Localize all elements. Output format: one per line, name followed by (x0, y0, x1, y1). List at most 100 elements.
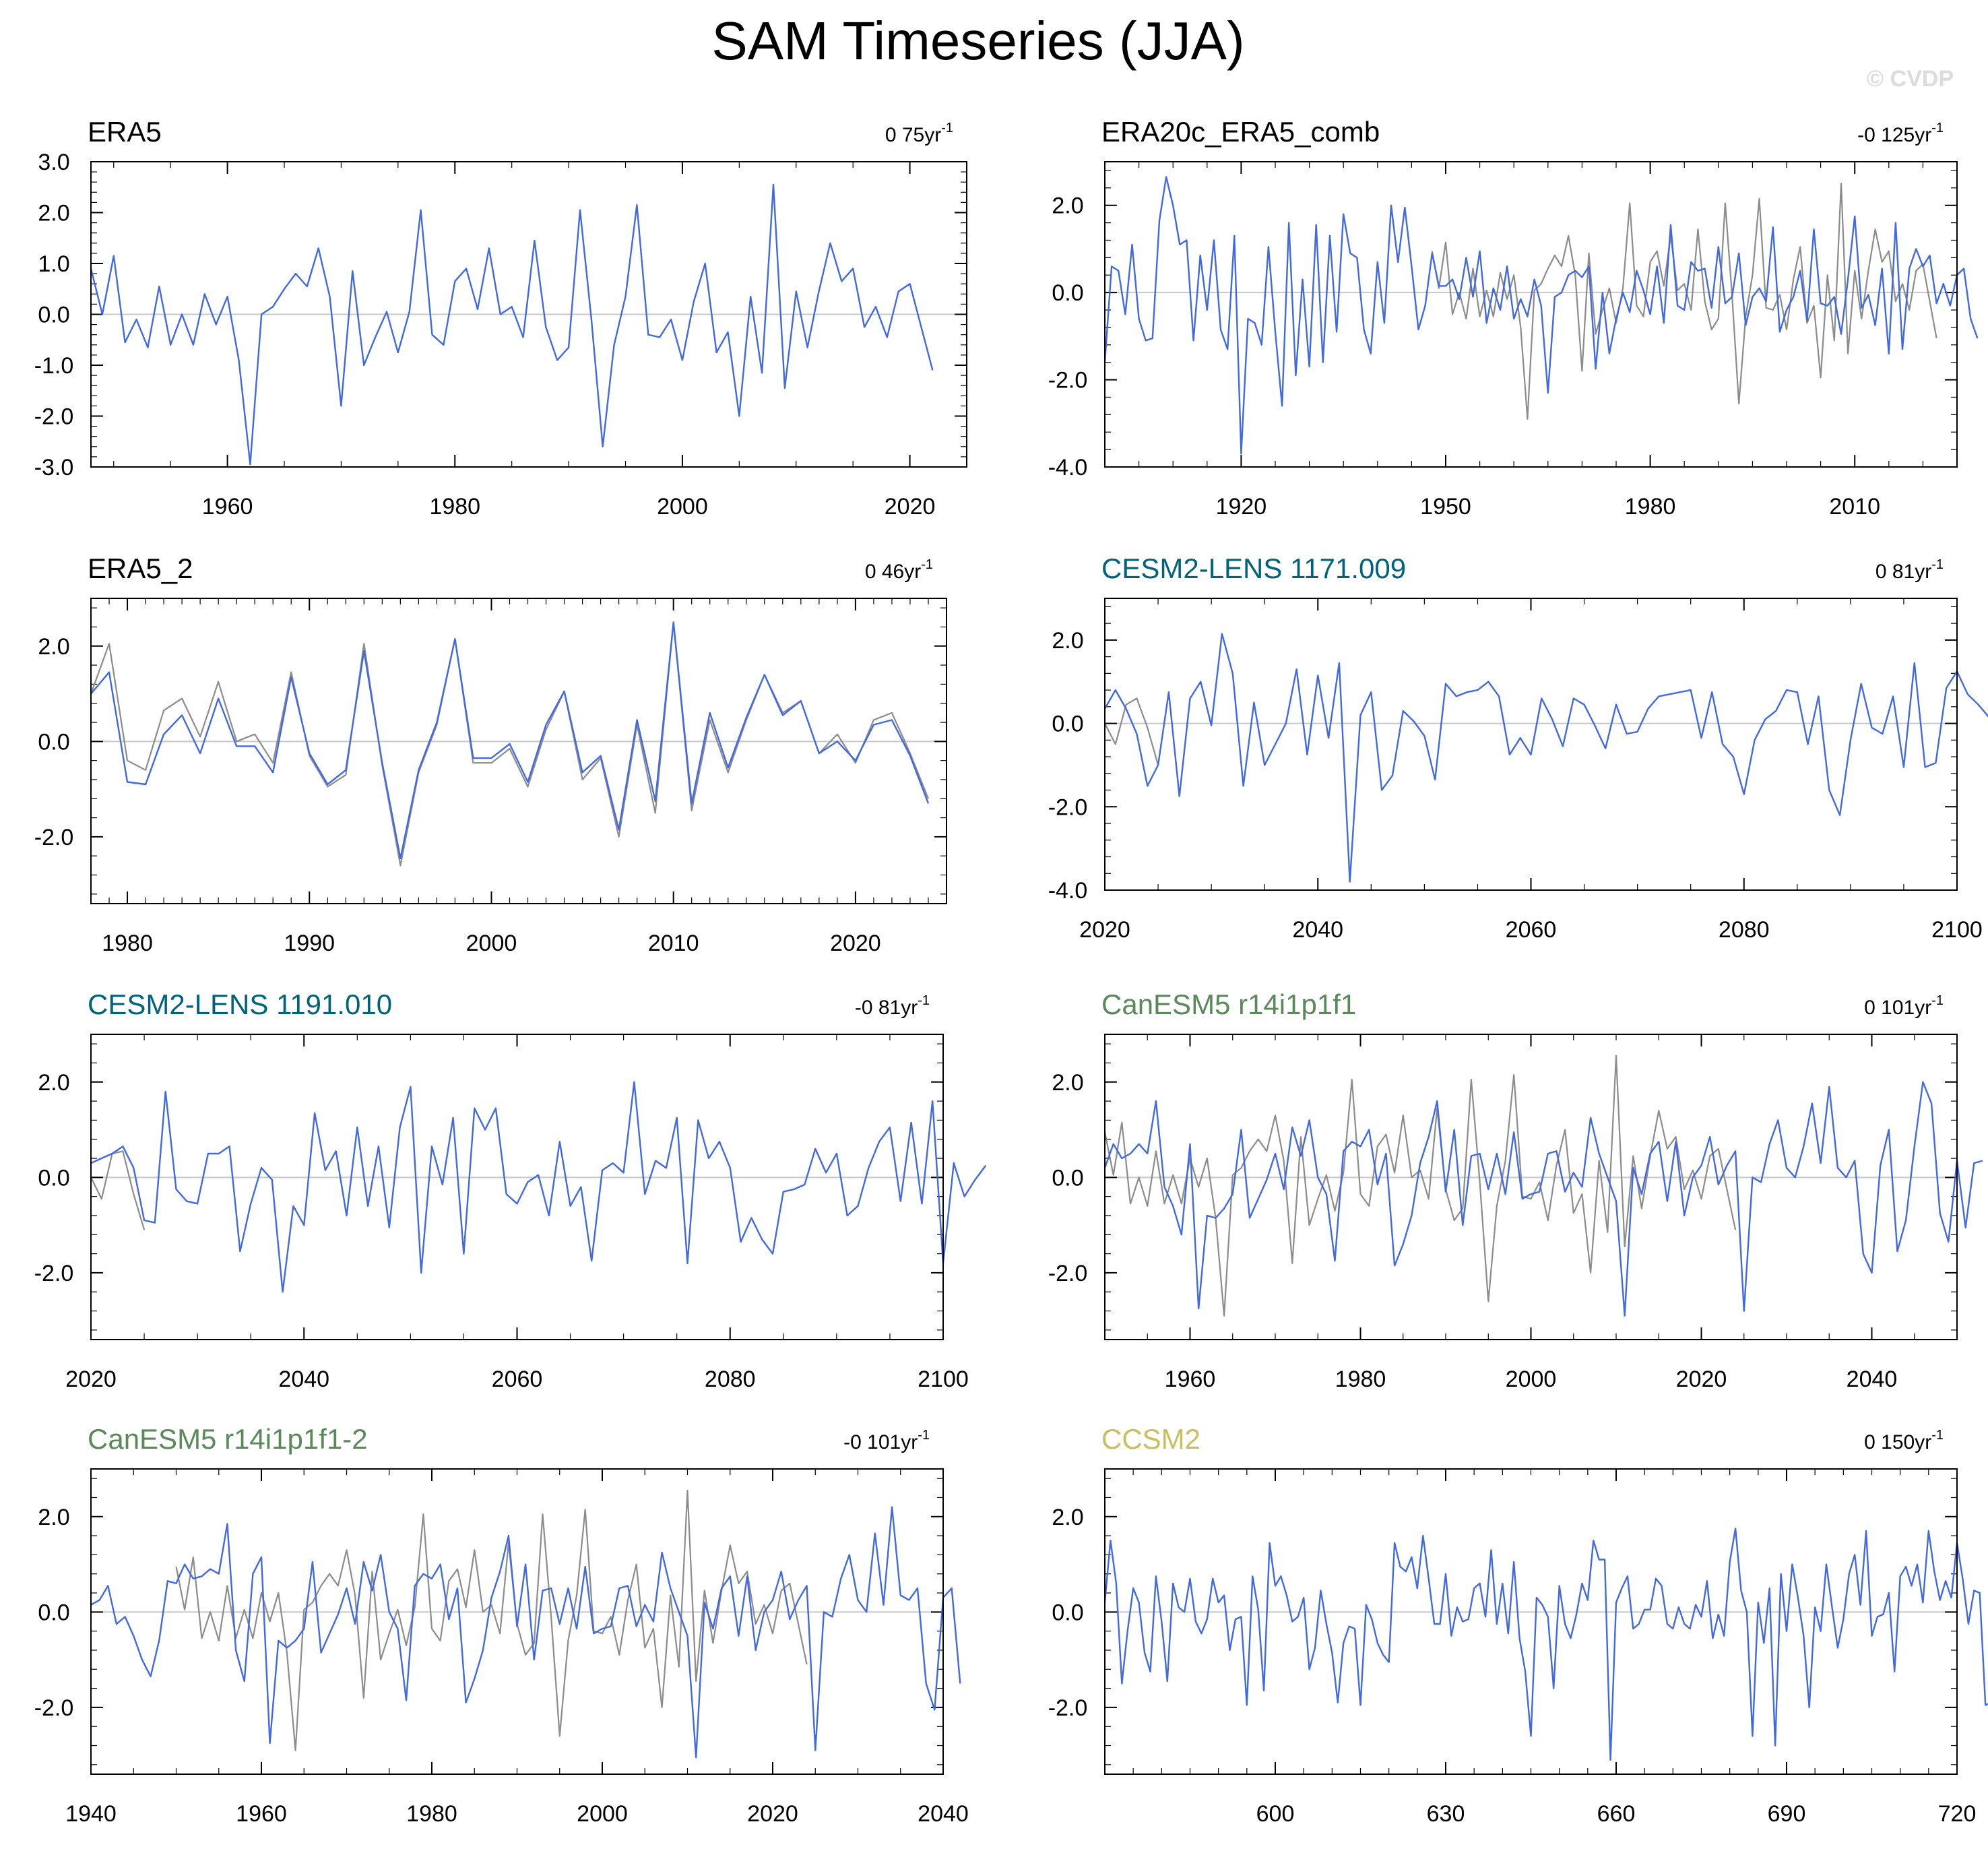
series-line-primary (1103, 1081, 1983, 1317)
y-tick-label: 2.0 (38, 634, 69, 660)
x-tick-label: 2040 (1847, 1367, 1898, 1392)
x-tick-label: 2010 (648, 931, 699, 956)
trend-value: 0 150yr (1864, 1431, 1931, 1453)
y-tick-label: -2.0 (34, 825, 74, 850)
series-line-secondary (1431, 183, 1937, 420)
y-tick-label: -1.0 (34, 353, 74, 379)
x-tick-label: 2020 (885, 494, 936, 520)
panel-title: CESM2-LENS 1191.010 (88, 989, 392, 1020)
y-tick-label: 0.0 (1052, 280, 1083, 306)
x-tick-label: 2040 (918, 1801, 969, 1827)
x-tick-label: 2000 (577, 1801, 628, 1827)
plot-frame (90, 598, 947, 904)
y-tick-label: 2.0 (38, 1070, 69, 1096)
panel-title: CESM2-LENS 1171.009 (1101, 553, 1406, 584)
y-tick-label: 2.0 (1052, 1070, 1083, 1096)
x-tick-label: 1980 (1335, 1367, 1386, 1392)
plot-frame (1104, 1034, 1958, 1340)
y-tick-label: 3.0 (38, 150, 69, 175)
y-tick-label: 2.0 (38, 201, 69, 226)
y-tick-label: -4.0 (1048, 878, 1088, 904)
x-tick-label: 2010 (1829, 494, 1880, 520)
y-tick-label: 0.0 (38, 1165, 69, 1191)
trend-unit-exponent: -1 (921, 557, 933, 572)
panel-ccsm2: CCSM2 0 150yr-1 -2.0 0.0 2.0 600 630 660 690 720 (1048, 1423, 1988, 1827)
x-tick-label: 2040 (278, 1367, 329, 1392)
trend-unit-exponent: -1 (1931, 993, 1944, 1008)
y-tick-label: 2.0 (1052, 628, 1083, 654)
series-line-secondary (1103, 1055, 1737, 1317)
series-line-primary (1103, 176, 1979, 455)
trend-unit-exponent: -1 (1931, 1428, 1944, 1443)
y-tick-label: 0.0 (38, 729, 69, 755)
series-line-primary (90, 621, 930, 860)
panel-era20c-era5-comb: ERA20c_ERA5_comb -0 125yr-1 -4.0 -2.0 0.0 2.0… (1048, 116, 1979, 520)
x-tick-label: 2000 (466, 931, 517, 956)
copyright-watermark: © CVDP (1867, 66, 1954, 92)
y-tick-label: -4.0 (1048, 455, 1088, 480)
series-line-primary (90, 183, 934, 466)
y-tick-label: -2.0 (1048, 794, 1088, 820)
y-tick-label: 0.0 (1052, 1165, 1083, 1191)
x-tick-label: 2060 (492, 1367, 543, 1392)
trend-label: -0 125yr-1 (1857, 121, 1944, 146)
y-tick-label: 2.0 (1052, 193, 1083, 219)
series-line-primary (90, 1081, 987, 1293)
panel-title: CanESM5 r14i1p1f1-2 (88, 1423, 368, 1455)
x-tick-label: 2000 (657, 494, 708, 520)
y-tick-label: -2.0 (34, 404, 74, 430)
y-tick-label: -2.0 (34, 1261, 74, 1286)
series-line-secondary (90, 1150, 146, 1230)
x-tick-label: 2080 (1719, 917, 1770, 943)
trend-label: 0 101yr-1 (1864, 993, 1944, 1019)
y-tick-label: -3.0 (34, 455, 74, 480)
y-tick-label: 0.0 (1052, 712, 1083, 737)
series-line-secondary (1104, 697, 1159, 765)
trend-unit-exponent: -1 (941, 121, 953, 135)
trend-label: -0 81yr-1 (855, 993, 930, 1019)
y-tick-label: 0.0 (38, 1600, 69, 1625)
trend-unit-exponent: -1 (918, 993, 930, 1008)
series-line-secondary (175, 1489, 808, 1751)
panel-title: ERA5 (88, 116, 162, 148)
x-tick-label: 660 (1597, 1801, 1636, 1827)
plot-frame (90, 1468, 944, 1775)
x-tick-label: 1940 (65, 1801, 117, 1827)
x-tick-label: 720 (1938, 1801, 1977, 1827)
x-tick-label: 1980 (102, 931, 153, 956)
x-tick-label: 2040 (1292, 917, 1343, 943)
trend-label: 0 150yr-1 (1864, 1428, 1944, 1453)
x-tick-label: 2100 (1931, 917, 1983, 943)
panel-era5-2: ERA5_2 0 46yr-1 -2.0 0.0 2.0 1980 1990 2000 2010… (34, 553, 947, 956)
y-tick-label: -2.0 (1048, 368, 1088, 394)
series-line-secondary (90, 621, 930, 867)
plot-frame (90, 161, 967, 468)
series-line-primary (1103, 633, 1988, 883)
x-tick-label: 1980 (406, 1801, 457, 1827)
panel-canesm5-r14i1p1f1-2: CanESM5 r14i1p1f1-2 -0 101yr-1 -2.0 0.0 2.0 1… (34, 1423, 969, 1827)
x-tick-label: 1960 (202, 494, 253, 520)
panel-title: ERA5_2 (88, 553, 193, 584)
y-tick-label: -2.0 (1048, 1261, 1088, 1286)
y-tick-label: 2.0 (38, 1505, 69, 1530)
trend-unit-exponent: -1 (918, 1428, 930, 1443)
x-tick-label: 600 (1256, 1801, 1295, 1827)
y-tick-label: 0.0 (1052, 1600, 1083, 1625)
trend-value: 0 81yr (1875, 561, 1931, 583)
x-tick-label: 630 (1427, 1801, 1465, 1827)
trend-value: -0 81yr (855, 997, 918, 1019)
x-tick-label: 1990 (284, 931, 335, 956)
y-tick-label: 2.0 (1052, 1505, 1083, 1530)
panel-title: CCSM2 (1101, 1423, 1200, 1455)
x-tick-label: 1920 (1216, 494, 1267, 520)
x-tick-label: 2080 (705, 1367, 756, 1392)
trend-value: 0 46yr (865, 561, 921, 583)
x-tick-label: 1960 (1165, 1367, 1216, 1392)
trend-value: 0 75yr (885, 124, 941, 146)
series-line-primary (1103, 1528, 1988, 1761)
trend-label: -0 101yr-1 (843, 1428, 930, 1453)
plot-frame (90, 1034, 944, 1340)
y-tick-label: -2.0 (34, 1695, 74, 1721)
trend-unit-exponent: -1 (1931, 121, 1944, 135)
x-tick-label: 2100 (918, 1367, 969, 1392)
